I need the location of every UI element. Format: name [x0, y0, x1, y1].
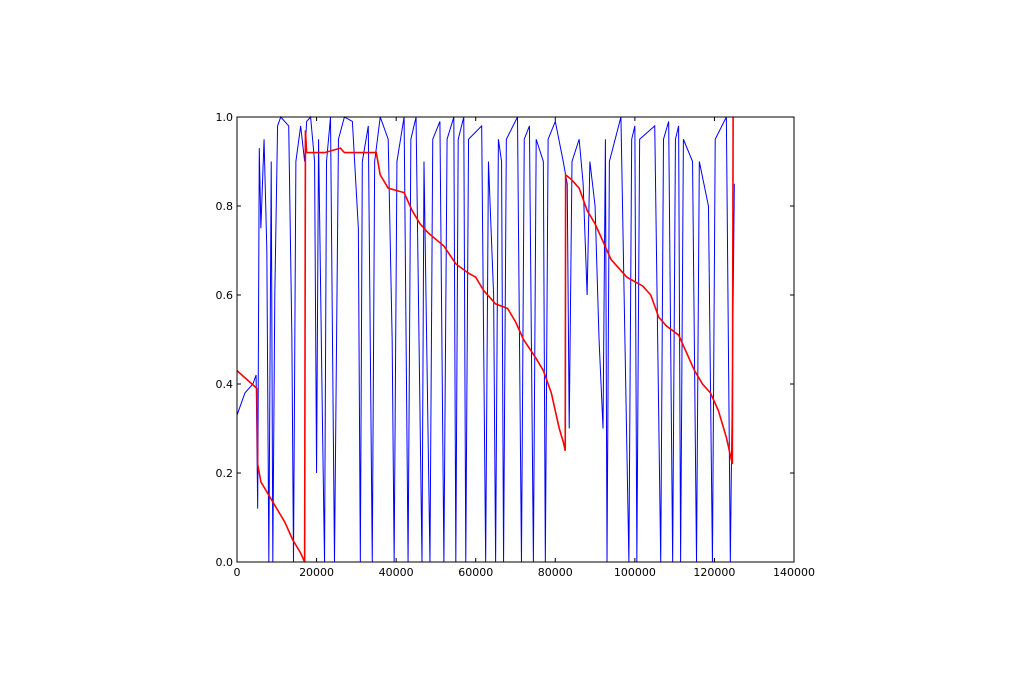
x-tick-label: 0 [234, 566, 241, 579]
y-tick-label: 0.0 [216, 556, 234, 569]
x-tick-label: 60000 [458, 566, 493, 579]
y-tick-label: 0.2 [216, 467, 234, 480]
data-line [236, 115, 735, 563]
y-tick-label: 0.8 [216, 200, 234, 213]
x-tick-label: 100000 [614, 566, 656, 579]
x-tick-label: 20000 [299, 566, 334, 579]
plot-frame [236, 116, 795, 563]
y-tick-label: 1.0 [216, 111, 234, 124]
x-tick-label: 40000 [379, 566, 414, 579]
x-tick-label: 80000 [538, 566, 573, 579]
data-line [236, 116, 734, 563]
y-tick-label: 0.6 [216, 289, 234, 302]
y-tick-label: 0.4 [216, 378, 234, 391]
x-tick-label: 120000 [693, 566, 735, 579]
x-tick-label: 140000 [773, 566, 815, 579]
